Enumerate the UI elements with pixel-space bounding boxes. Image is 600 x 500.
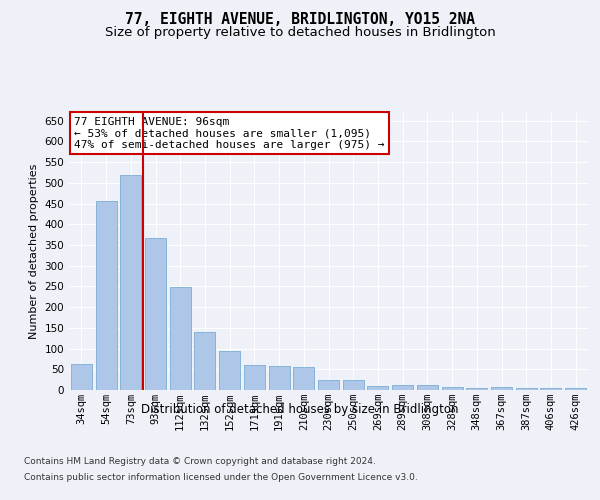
Bar [120,174,141,390]
Bar [516,388,537,390]
Bar [145,238,166,390]
Bar [194,332,215,390]
Bar [367,386,388,390]
Bar [170,288,191,390]
Bar [343,380,364,390]
Bar [417,385,438,390]
Text: 77, EIGHTH AVENUE, BRIDLINGTON, YO15 2NA: 77, EIGHTH AVENUE, BRIDLINGTON, YO15 2NA [125,12,475,28]
Bar [442,387,463,390]
Bar [318,380,339,390]
Bar [392,386,413,390]
Bar [293,367,314,390]
Text: Distribution of detached houses by size in Bridlington: Distribution of detached houses by size … [141,402,459,415]
Text: Size of property relative to detached houses in Bridlington: Size of property relative to detached ho… [104,26,496,39]
Bar [491,387,512,390]
Bar [95,200,116,390]
Text: Contains HM Land Registry data © Crown copyright and database right 2024.: Contains HM Land Registry data © Crown c… [24,458,376,466]
Bar [219,350,240,390]
Bar [466,388,487,390]
Bar [565,388,586,390]
Text: Contains public sector information licensed under the Open Government Licence v3: Contains public sector information licen… [24,472,418,482]
Y-axis label: Number of detached properties: Number of detached properties [29,164,39,339]
Bar [541,388,562,390]
Bar [269,366,290,390]
Text: 77 EIGHTH AVENUE: 96sqm
← 53% of detached houses are smaller (1,095)
47% of semi: 77 EIGHTH AVENUE: 96sqm ← 53% of detache… [74,116,385,150]
Bar [244,365,265,390]
Bar [71,364,92,390]
